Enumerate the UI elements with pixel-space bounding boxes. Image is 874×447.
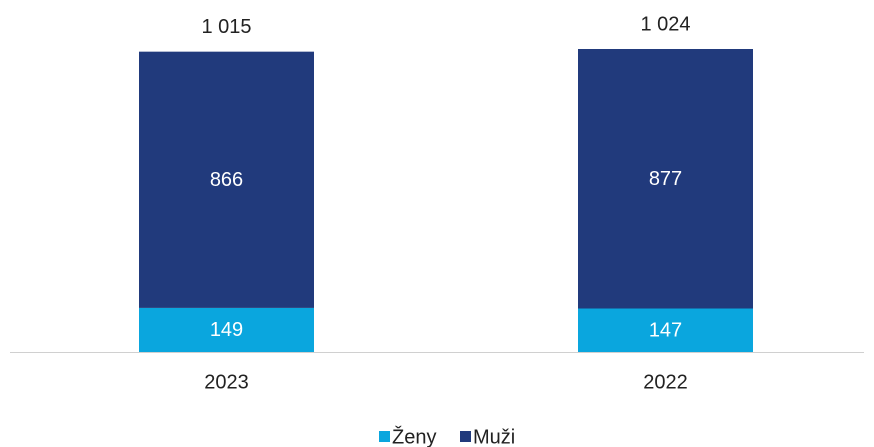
data-label: 149 [210, 319, 243, 341]
legend-swatch [460, 431, 471, 442]
bar-segment [578, 49, 753, 309]
bar-segment [139, 51, 314, 308]
bar-segment [139, 307, 314, 352]
bar-segment [578, 308, 753, 352]
legend-label: Ženy [392, 425, 436, 447]
data-label: 147 [649, 320, 682, 342]
data-label: 866 [210, 169, 243, 191]
total-label: 1 015 [201, 16, 251, 38]
data-label: 877 [649, 168, 682, 190]
total-label: 1 024 [640, 13, 690, 35]
legend-swatch [379, 431, 390, 442]
x-tick-label: 2022 [643, 371, 688, 393]
legend-label: Muži [473, 426, 515, 447]
x-tick-label: 2023 [204, 371, 249, 393]
